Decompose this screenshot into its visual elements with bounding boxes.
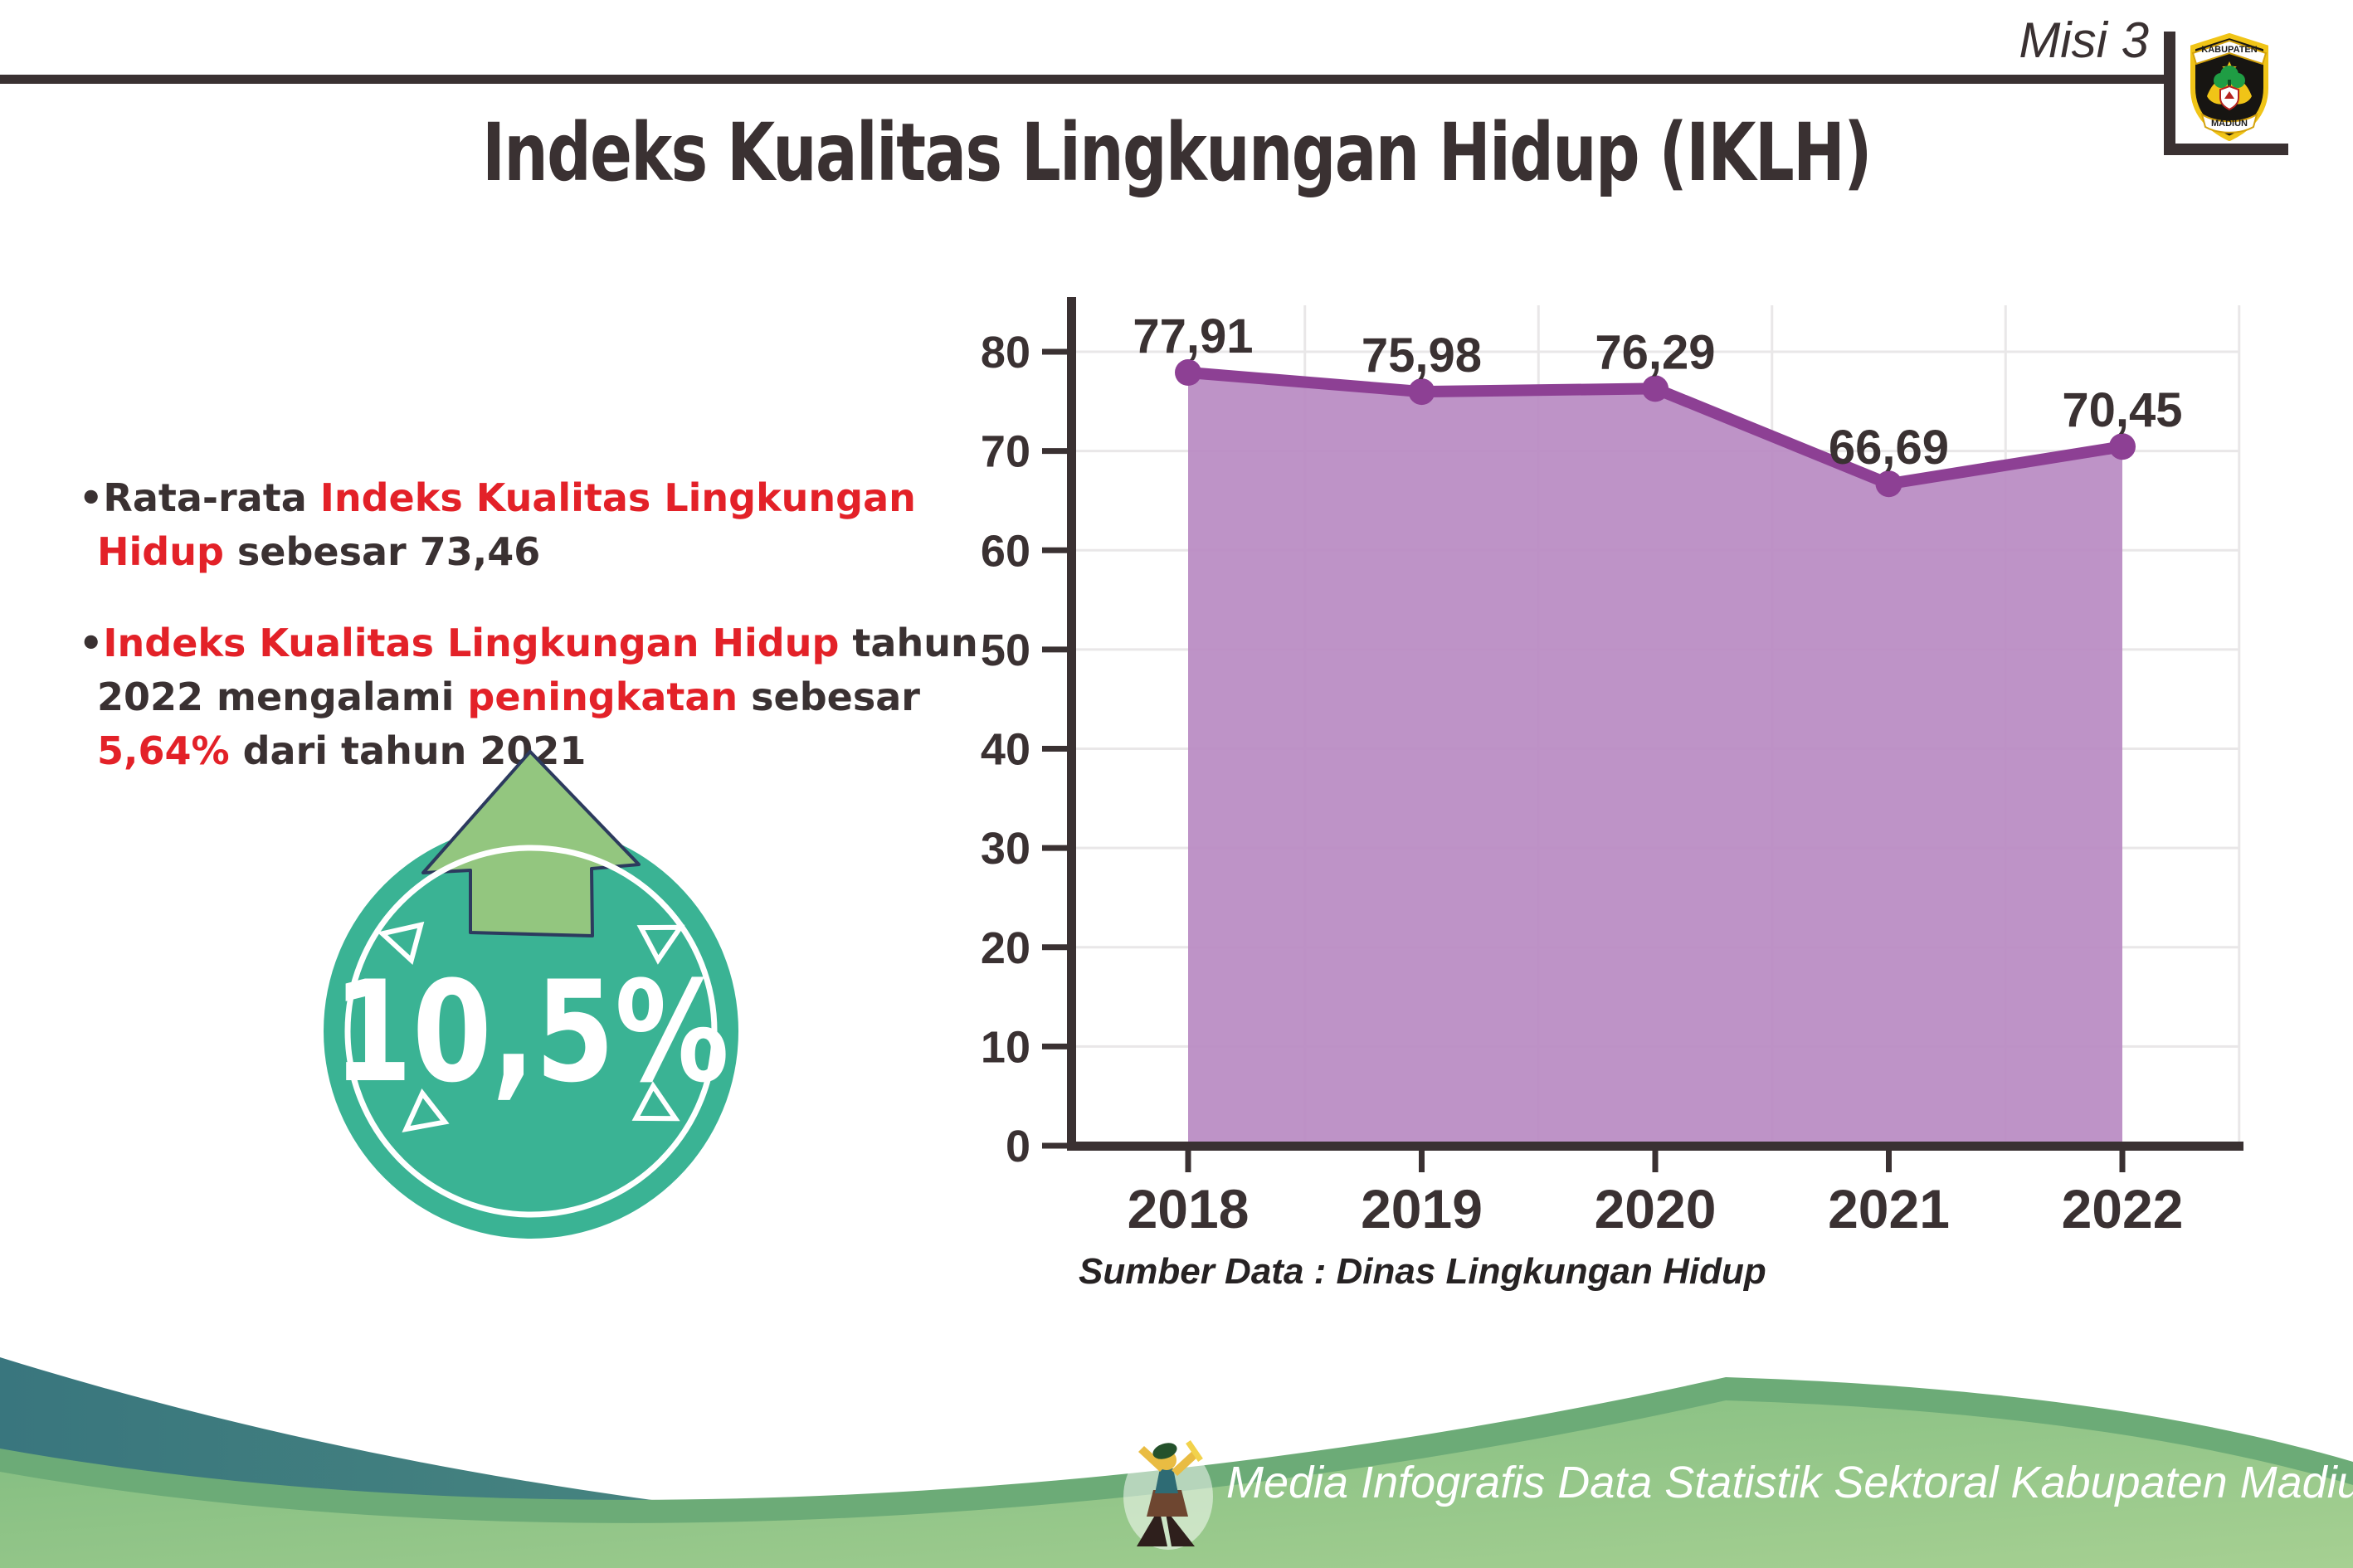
- x-tick-label: 2021: [1828, 1178, 1950, 1239]
- y-tick-label: 20: [981, 923, 1030, 973]
- data-label: 66,69: [1829, 421, 1949, 475]
- y-tick-label: 0: [1006, 1122, 1030, 1171]
- x-tick-label: 2019: [1361, 1178, 1483, 1239]
- logo-bracket-horizontal: [2164, 144, 2288, 155]
- y-tick-label: 70: [981, 427, 1030, 477]
- badge-circle: [324, 824, 738, 1239]
- logo-bracket-vertical: [2164, 32, 2175, 155]
- y-tick-label: 40: [981, 725, 1030, 775]
- area-fill: [1188, 373, 2122, 1147]
- text-segment: tahun 2022 mengalami: [97, 620, 978, 719]
- increase-badge: 10,5%: [324, 750, 738, 1239]
- text-segment: sebesar: [738, 674, 920, 719]
- x-tick-label: 2020: [1595, 1178, 1717, 1239]
- logo-top-text: KABUPATEN: [2201, 45, 2257, 55]
- key-findings-list: •Rata-rata Indeks Kualitas Lingkungan Hi…: [79, 471, 1008, 816]
- key-finding-item: •Indeks Kualitas Lingkungan Hidup tahun …: [79, 620, 978, 774]
- page-title: Indeks Kualitas Lingkungan Hidup (IKLH): [482, 106, 1872, 199]
- key-finding-item: •Rata-rata Indeks Kualitas Lingkungan Hi…: [79, 475, 916, 575]
- mascot-icon: [1123, 1440, 1213, 1550]
- x-axis-line: [1067, 1142, 2243, 1151]
- text-segment: Rata-rata: [103, 475, 320, 520]
- y-tick-label: 10: [981, 1022, 1030, 1072]
- y-tick-label: 30: [981, 824, 1030, 874]
- data-label: 76,29: [1595, 325, 1715, 379]
- text-segment: Indeks Kualitas Lingkungan Hidup: [97, 475, 916, 575]
- data-point: [1175, 359, 1201, 387]
- up-arrow-icon: [421, 750, 641, 937]
- text-segment: peningkatan: [467, 674, 738, 719]
- iklh-area-chart: 0 10 20 30 40 50 60 70 80 2018 2019 2020 2021 2022 77,…: [981, 297, 2243, 1239]
- kabupaten-madiun-logo-icon: KABUPATEN MADIUN: [2190, 33, 2268, 141]
- logo-center-chevron: [2224, 91, 2234, 99]
- logo-top-banner: [2191, 39, 2268, 66]
- data-label: 70,45: [2062, 383, 2182, 437]
- y-tick-label: 50: [981, 626, 1030, 675]
- badge-inner-ring: [344, 845, 718, 1218]
- x-tick-label: 2018: [1128, 1178, 1250, 1239]
- badge-triangle-accents: [377, 921, 685, 1132]
- text-segment: 5,64%: [97, 728, 230, 774]
- logo-bottom-ribbon: [2200, 112, 2258, 134]
- footer-credit: Media Infografis Data Statistik Sektoral…: [1226, 1458, 2353, 1507]
- x-tick-label: 2022: [2062, 1178, 2184, 1239]
- data-point: [2109, 433, 2136, 460]
- footer-green-wave: [0, 1400, 2353, 1568]
- data-label: 77,91: [1133, 309, 1253, 363]
- source-note: Sumber Data : Dinas Lingkungan Hidup: [1079, 1251, 1766, 1292]
- text-segment: sebesar 73,46: [223, 529, 541, 575]
- header-rule: [0, 75, 2164, 84]
- y-axis-line: [1067, 297, 1076, 1150]
- logo-bottom-text: MADIUN: [2211, 119, 2248, 129]
- y-tick-label: 80: [981, 328, 1030, 377]
- text-segment: Indeks Kualitas Lingkungan Hidup: [103, 620, 840, 665]
- data-label: 75,98: [1362, 329, 1482, 382]
- badge-value: 10,5%: [333, 952, 729, 1114]
- logo-tree-canopy: [2220, 66, 2239, 84]
- data-point: [1875, 470, 1902, 498]
- mission-label: Misi 3: [2019, 12, 2149, 68]
- data-point: [1642, 375, 1669, 402]
- data-point: [1408, 378, 1435, 406]
- y-tick-label: 60: [981, 526, 1030, 576]
